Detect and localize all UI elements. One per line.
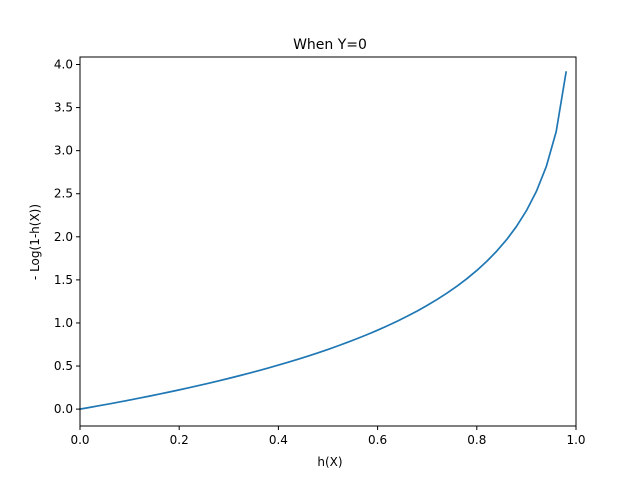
- axes-frame: [79, 56, 577, 427]
- y-tick-label: 1.5: [54, 273, 73, 287]
- x-tick-label: 0.2: [170, 433, 189, 447]
- x-tick-label: 0.4: [269, 433, 288, 447]
- axis-ticks: 0.0 0.2 0.4 0.6 0.8 1.0 0.0 0.5 1.0 1.5 2.0 2.5 3.0 3…: [54, 57, 586, 447]
- y-tick-label: 2.5: [54, 187, 73, 201]
- x-axis-label: h(X): [317, 455, 342, 469]
- x-tick-label: 0.6: [368, 433, 387, 447]
- y-tick-label: 1.0: [54, 316, 73, 330]
- series-line: [79, 71, 568, 411]
- x-tick-label: 0.0: [70, 433, 89, 447]
- y-tick-label: 3.5: [54, 101, 73, 115]
- y-axis-label: - Log(1-h(X)): [28, 204, 42, 280]
- y-tick-label: 0.5: [54, 359, 73, 373]
- plot-area: [79, 71, 568, 411]
- y-tick-label: 4.0: [54, 57, 73, 71]
- y-tick-label: 3.0: [54, 144, 73, 158]
- y-tick-label: 0.0: [54, 402, 73, 416]
- x-tick-label: 1.0: [566, 433, 585, 447]
- x-tick-label: 0.8: [467, 433, 486, 447]
- chart-title: When Y=0: [293, 37, 367, 53]
- y-tick-label: 2.0: [54, 230, 73, 244]
